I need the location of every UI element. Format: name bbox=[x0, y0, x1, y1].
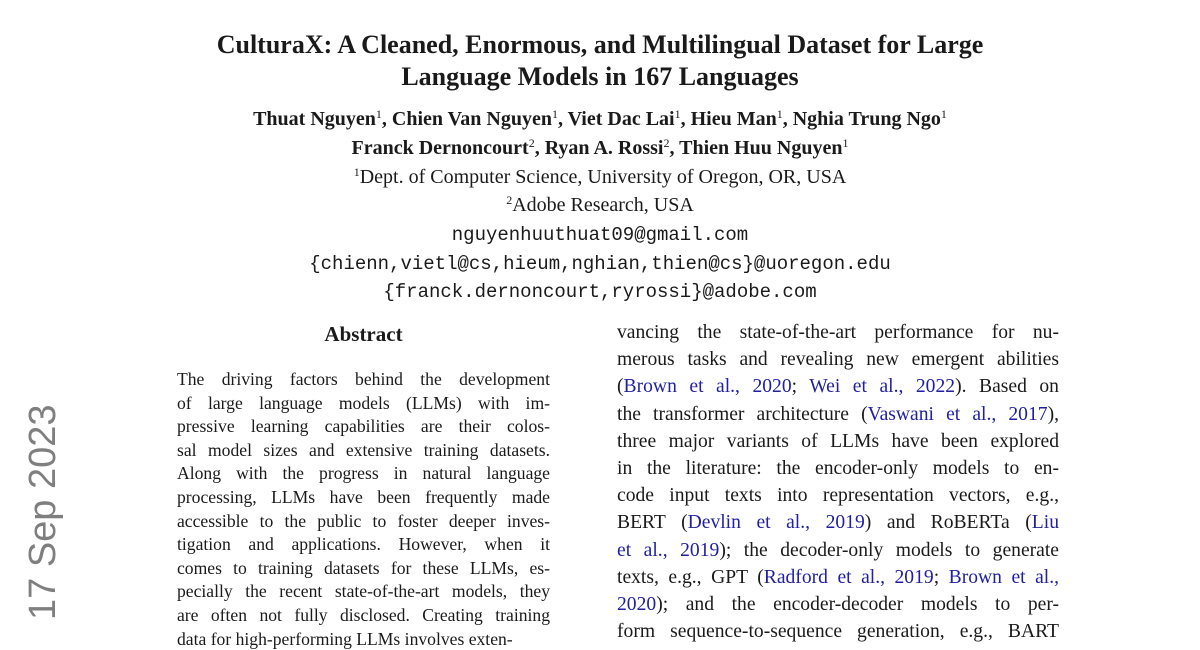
arxiv-date-stamp: 17 Sep 2023 bbox=[22, 404, 64, 620]
author-name: Franck Dernoncourt bbox=[351, 137, 529, 159]
authors-line-2: Franck Dernoncourt2, Ryan A. Rossi2, Thi… bbox=[351, 136, 849, 159]
email-2: {chienn,vietl@cs,hieum,nghian,thien@cs}@… bbox=[309, 253, 891, 275]
body-text: in the literature: the encoder-only mode… bbox=[617, 458, 1059, 479]
affiliation-sup: 2 bbox=[506, 193, 513, 207]
abstract-line: accessible to the public to foster deepe… bbox=[177, 510, 550, 531]
author-name: Ryan A. Rossi bbox=[544, 137, 664, 159]
body-text: vancing the state-of-the-art performance… bbox=[617, 322, 1059, 343]
abstract-line: Along with the progress in natural langu… bbox=[177, 463, 550, 484]
citation-link[interactable]: Radford et al., 2019 bbox=[763, 566, 934, 588]
author-name: Hieu Man bbox=[690, 108, 777, 130]
affiliation-2: 2Adobe Research, USA bbox=[0, 194, 1200, 217]
author-name: Nghia Trung Ngo bbox=[792, 108, 941, 130]
body-line: (Brown et al., 2020; Wei et al., 2022). … bbox=[617, 376, 1059, 398]
abstract-line: are often not fully disclosed. Creating … bbox=[177, 605, 550, 625]
abstract-line: processing, LLMs have been frequently ma… bbox=[177, 487, 550, 507]
author-affiliation-sup: 1 bbox=[776, 107, 783, 121]
author-affiliation-sup: 1 bbox=[551, 107, 558, 121]
body-text: ); and the encoder-decoder models to per… bbox=[656, 594, 1059, 615]
body-text: three major variants of LLMs have been e… bbox=[617, 430, 1059, 452]
author-affiliation-sup: 2 bbox=[663, 136, 670, 150]
author-affiliation-sup: 1 bbox=[674, 107, 681, 121]
body-text: ( bbox=[617, 376, 624, 398]
authors-line-1: Thuat Nguyen1, Chien Van Nguyen1, Viet D… bbox=[253, 107, 947, 130]
body-text: ) and RoBERTa ( bbox=[864, 512, 1032, 534]
body-text: ). Based on bbox=[955, 376, 1059, 398]
affiliation-sup: 1 bbox=[353, 165, 360, 179]
author-affiliation-sup: 1 bbox=[842, 136, 849, 150]
author-affiliation-sup: 1 bbox=[940, 107, 947, 121]
body-line: form sequence-to-sequence generation, e.… bbox=[617, 621, 1059, 643]
body-line: code input texts into representation vec… bbox=[617, 485, 1059, 507]
author-name: Viet Dac Lai bbox=[567, 108, 675, 130]
affiliation-1: 1Dept. of Computer Science, University o… bbox=[0, 166, 1200, 189]
author-name: Chien Van Nguyen bbox=[391, 108, 552, 130]
abstract-line: comes to training datasets for these LLM… bbox=[177, 557, 550, 578]
body-line: merous tasks and revealing new emergent … bbox=[617, 349, 1059, 371]
citation-link[interactable]: et al., 2019 bbox=[617, 539, 720, 561]
body-text: the transformer architecture ( bbox=[617, 403, 868, 425]
author-affiliation-sup: 1 bbox=[375, 107, 382, 121]
body-line: vancing the state-of-the-art performance… bbox=[617, 322, 1059, 344]
abstract-line: tigation and applications. However, when… bbox=[177, 534, 550, 555]
body-text: ; bbox=[933, 566, 949, 588]
body-text: BERT ( bbox=[617, 512, 688, 534]
body-line: 2020); and the encoder-decoder models to… bbox=[617, 594, 1059, 616]
body-line: texts, e.g., GPT (Radford et al., 2019; … bbox=[617, 567, 1059, 589]
citation-link[interactable]: Vaswani et al., 2017 bbox=[867, 403, 1048, 425]
author-name: Thuat Nguyen bbox=[253, 108, 376, 130]
abstract-line: sal model sizes and extensive training d… bbox=[177, 439, 550, 460]
abstract-line: pecially the recent state-of-the-art mod… bbox=[177, 581, 550, 602]
body-line: the transformer architecture (Vaswani et… bbox=[617, 404, 1059, 426]
citation-link[interactable]: Brown et al., 2020 bbox=[623, 376, 792, 398]
author-name: Thien Huu Nguyen bbox=[679, 137, 843, 159]
body-text: code input texts into representation vec… bbox=[617, 485, 1059, 507]
affiliation-text: Adobe Research, USA bbox=[512, 194, 694, 216]
citation-link[interactable]: Devlin et al., 2019 bbox=[687, 512, 865, 534]
abstract-line: of large language models (LLMs) with im- bbox=[177, 392, 550, 413]
body-line: BERT (Devlin et al., 2019) and RoBERTa (… bbox=[617, 512, 1059, 534]
citation-link[interactable]: Brown et al., bbox=[948, 566, 1060, 588]
email-1: nguyenhuuthuat09@gmail.com bbox=[451, 224, 749, 246]
citation-link[interactable]: Wei et al., 2022 bbox=[809, 376, 956, 398]
paper-title-line-2: Language Models in 167 Languages bbox=[401, 62, 799, 91]
abstract-line: pressive learning capabilities are their… bbox=[177, 416, 550, 437]
abstract-heading: Abstract bbox=[324, 322, 403, 346]
body-line: et al., 2019); the decoder-only models t… bbox=[617, 540, 1059, 562]
author-affiliation-sup: 2 bbox=[528, 136, 535, 150]
body-line: three major variants of LLMs have been e… bbox=[617, 431, 1059, 453]
paper-title-line-1: CulturaX: A Cleaned, Enormous, and Multi… bbox=[216, 30, 984, 59]
citation-link[interactable]: 2020 bbox=[617, 594, 657, 615]
affiliation-text: Dept. of Computer Science, University of… bbox=[359, 166, 847, 188]
body-text: merous tasks and revealing new emergent … bbox=[617, 349, 1059, 371]
body-line: in the literature: the encoder-only mode… bbox=[617, 458, 1059, 480]
body-text: ), bbox=[1047, 403, 1059, 425]
body-text: ; bbox=[791, 376, 810, 398]
email-3: {franck.dernoncourt,ryrossi}@adobe.com bbox=[383, 281, 817, 303]
abstract-line: data for high-performing LLMs involves e… bbox=[177, 628, 513, 649]
body-text: texts, e.g., GPT ( bbox=[617, 566, 764, 588]
citation-link[interactable]: Liu bbox=[1031, 512, 1059, 534]
abstract-line: The driving factors behind the developme… bbox=[177, 369, 550, 389]
body-text: ); the decoder-only models to generate bbox=[719, 539, 1059, 561]
body-text: form sequence-to-sequence generation, e.… bbox=[617, 621, 1059, 643]
